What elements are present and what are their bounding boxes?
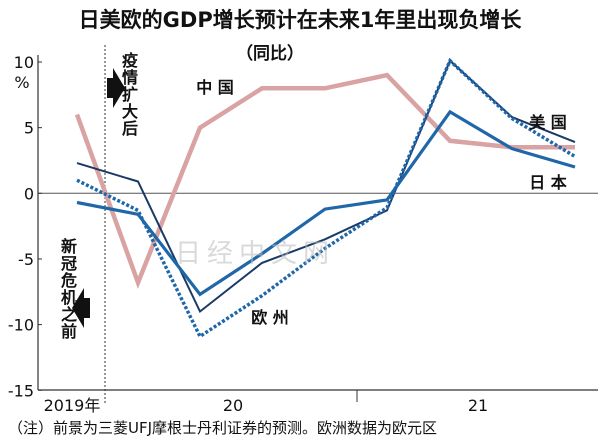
y-tick-label: -15 — [8, 381, 34, 400]
y-tick-label: 10 — [14, 53, 34, 72]
x-tick-label: 2019年 — [44, 396, 101, 415]
series-line — [76, 59, 576, 314]
series-label: 中 国 — [196, 78, 234, 97]
watermark: 日经中文网 — [175, 239, 335, 269]
y-tick-label: 5 — [24, 119, 34, 138]
y-tick-label: 0 — [24, 184, 34, 203]
y-tick-label: -5 — [18, 250, 34, 269]
series-label: 日 本 — [529, 173, 567, 192]
series-label: 美 国 — [529, 113, 567, 132]
annotation-before: 新冠危机之前 — [58, 238, 77, 340]
x-tick-label: 21 — [468, 396, 488, 415]
chart-title: 日美欧的GDP增长预计在未来1年里出现负增长 — [79, 8, 523, 32]
arrow-left-icon — [72, 288, 90, 328]
footnote: （注）前景为三菱UFJ摩根士丹利证券的预测。欧洲数据为欧元区 — [8, 419, 437, 437]
y-unit-label: % — [14, 73, 29, 92]
annotation-after: 疫情扩大后 — [119, 52, 138, 137]
arrow-right-icon — [107, 68, 125, 108]
y-tick-label: -10 — [8, 316, 34, 335]
series-line — [76, 109, 576, 297]
chart-subtitle: （同比） — [236, 43, 304, 64]
series-label: 欧 州 — [251, 308, 289, 327]
series-line — [76, 57, 576, 339]
series-line — [74, 72, 575, 289]
x-tick-label: 20 — [223, 396, 243, 415]
